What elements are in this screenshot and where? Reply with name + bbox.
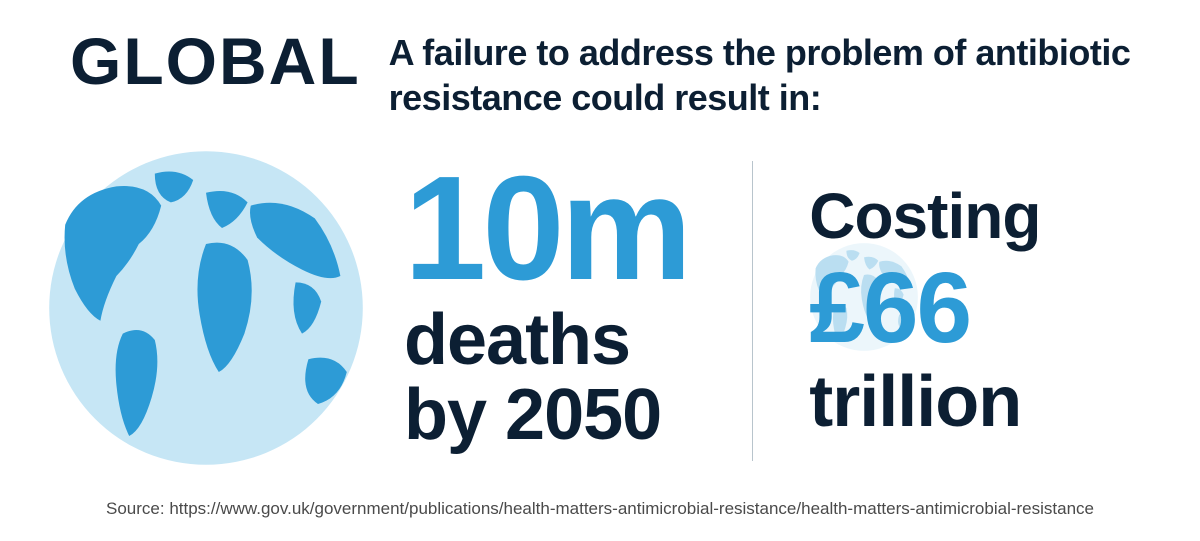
cost-value: £66 [809, 258, 1040, 358]
source-line: Source: https://www.gov.uk/government/pu… [0, 499, 1200, 519]
header-row: GLOBAL A failure to address the problem … [0, 0, 1200, 130]
deaths-line1: deaths [404, 300, 630, 380]
globe-large-icon [46, 148, 366, 473]
global-title: GLOBAL [70, 28, 361, 94]
source-prefix: Source: [106, 499, 169, 518]
deaths-stat: 10m deaths by 2050 [404, 168, 688, 453]
main-row: 10m deaths by 2050 Costi [0, 130, 1200, 473]
deaths-line2: by 2050 [404, 375, 661, 455]
subtitle-text: A failure to address the problem of anti… [389, 28, 1140, 120]
deaths-text: deaths by 2050 [404, 303, 688, 453]
vertical-divider [752, 161, 753, 461]
source-url: https://www.gov.uk/government/publicatio… [169, 499, 1094, 518]
cost-label: Costing [809, 184, 1040, 248]
cost-unit: trillion [809, 366, 1040, 438]
deaths-number: 10m [404, 168, 688, 289]
cost-stat: Costing £66 trillion [809, 184, 1040, 438]
